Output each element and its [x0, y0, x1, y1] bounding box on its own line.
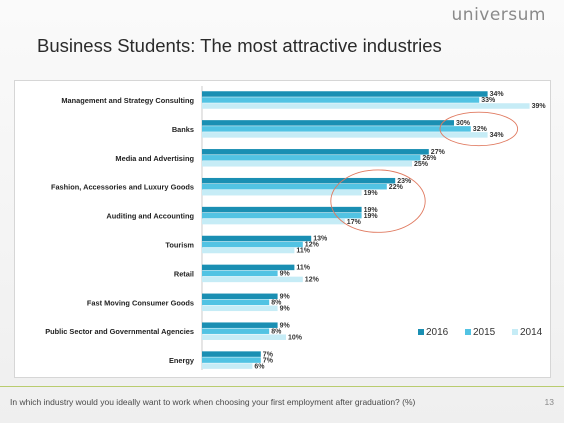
data-label-energy-2016: 7%: [263, 351, 274, 358]
data-label-retail-2014: 12%: [305, 277, 320, 284]
legend-label-2015: 2015: [473, 327, 496, 338]
bar-auditing-and-accounting-2016: [202, 206, 362, 213]
data-label-retail-2015: 9%: [280, 271, 291, 278]
highlight-ellipse-1: [439, 111, 519, 147]
bar-public-sector-and-governmental-agencies-2014: [202, 334, 286, 340]
data-label-media-and-advertising-2014: 25%: [414, 161, 429, 168]
universum-logo: universum: [451, 5, 546, 25]
data-label-auditing-and-accounting-2016: 19%: [364, 207, 379, 214]
bar-banks-2014: [202, 132, 488, 138]
bar-fast-moving-consumer-goods-2015: [202, 299, 270, 306]
bar-banks-2016: [202, 120, 454, 126]
bar-energy-2014: [202, 363, 253, 369]
data-label-tourism-2015: 12%: [305, 242, 320, 249]
data-label-fast-moving-consumer-goods-2014: 9%: [280, 305, 291, 312]
bar-retail-2016: [202, 264, 295, 271]
legend-swatch-2015: [465, 329, 471, 335]
legend-swatch-2016: [418, 329, 424, 335]
data-label-banks-2014: 34%: [490, 132, 505, 139]
data-label-energy-2014: 6%: [254, 363, 265, 370]
bar-media-and-advertising-2015: [202, 155, 421, 161]
data-label-media-and-advertising-2016: 27%: [431, 149, 446, 156]
data-label-management-and-strategy-consulting-2016: 34%: [490, 91, 505, 98]
bar-public-sector-and-governmental-agencies-2016: [202, 322, 278, 328]
bar-energy-2015: [202, 357, 261, 363]
category-label-retail: Retail: [174, 269, 194, 278]
data-label-public-sector-and-governmental-agencies-2016: 9%: [280, 322, 291, 329]
legend-label-2014: 2014: [520, 327, 543, 338]
category-label-media-and-advertising: Media and Advertising: [115, 154, 194, 163]
data-label-tourism-2016: 13%: [313, 236, 328, 243]
bar-tourism-2016: [202, 235, 312, 242]
data-label-management-and-strategy-consulting-2015: 33%: [481, 97, 496, 104]
page-title: Business Students: The most attractive i…: [37, 35, 442, 56]
data-label-fashion-accessories-and-luxury-goods-2014: 19%: [364, 190, 379, 197]
data-label-fashion-accessories-and-luxury-goods-2015: 22%: [389, 184, 404, 191]
bar-auditing-and-accounting-2015: [202, 212, 362, 219]
bar-retail-2014: [202, 276, 303, 283]
bar-energy-2016: [202, 351, 261, 357]
data-label-fashion-accessories-and-luxury-goods-2016: 23%: [397, 178, 412, 185]
bar-management-and-strategy-consulting-2014: [202, 103, 530, 109]
data-label-banks-2016: 30%: [456, 120, 471, 127]
data-label-banks-2015: 32%: [473, 126, 488, 133]
data-label-media-and-advertising-2015: 26%: [422, 155, 437, 162]
data-label-retail-2016: 11%: [296, 265, 310, 272]
bar-management-and-strategy-consulting-2015: [202, 97, 480, 103]
bar-retail-2015: [202, 270, 278, 277]
bar-fashion-accessories-and-luxury-goods-2016: [202, 177, 396, 184]
bar-fashion-accessories-and-luxury-goods-2014: [202, 189, 362, 196]
bar-tourism-2015: [202, 241, 303, 248]
bar-management-and-strategy-consulting-2016: [202, 91, 488, 97]
bar-media-and-advertising-2014: [202, 161, 412, 167]
category-label-energy: Energy: [169, 356, 195, 365]
bar-auditing-and-accounting-2014: [202, 218, 345, 225]
bar-tourism-2014: [202, 247, 295, 254]
data-label-public-sector-and-governmental-agencies-2014: 10%: [288, 334, 303, 341]
data-label-management-and-strategy-consulting-2014: 39%: [532, 103, 547, 110]
bar-fashion-accessories-and-luxury-goods-2015: [202, 183, 387, 190]
bar-media-and-advertising-2016: [202, 149, 429, 155]
footer-divider: [0, 386, 564, 387]
category-label-public-sector-and-governmental-agencies: Public Sector and Governmental Agencies: [45, 327, 194, 336]
data-label-tourism-2014: 11%: [296, 248, 310, 255]
category-label-auditing-and-accounting: Auditing and Accounting: [106, 212, 194, 221]
category-label-tourism: Tourism: [165, 241, 194, 250]
highlight-ellipse-2: [330, 169, 426, 233]
legend-label-2016: 2016: [426, 327, 449, 338]
category-label-fast-moving-consumer-goods: Fast Moving Consumer Goods: [87, 298, 194, 307]
bar-banks-2015: [202, 126, 471, 132]
data-label-public-sector-and-governmental-agencies-2015: 8%: [271, 328, 282, 335]
data-label-fast-moving-consumer-goods-2015: 8%: [271, 299, 282, 306]
data-label-auditing-and-accounting-2015: 19%: [364, 213, 379, 220]
data-label-auditing-and-accounting-2014: 17%: [347, 219, 362, 226]
data-label-fast-moving-consumer-goods-2016: 9%: [280, 293, 291, 300]
category-label-banks: Banks: [172, 125, 194, 134]
category-label-fashion-accessories-and-luxury-goods: Fashion, Accessories and Luxury Goods: [51, 183, 194, 192]
category-label-management-and-strategy-consulting: Management and Strategy Consulting: [61, 96, 194, 105]
data-label-energy-2015: 7%: [263, 357, 274, 364]
survey-question: In which industry would you ideally want…: [10, 397, 416, 407]
legend-swatch-2014: [512, 329, 518, 335]
bar-fast-moving-consumer-goods-2016: [202, 293, 278, 300]
bar-fast-moving-consumer-goods-2014: [202, 305, 278, 312]
page-number: 13: [544, 397, 554, 407]
bar-public-sector-and-governmental-agencies-2015: [202, 328, 270, 334]
